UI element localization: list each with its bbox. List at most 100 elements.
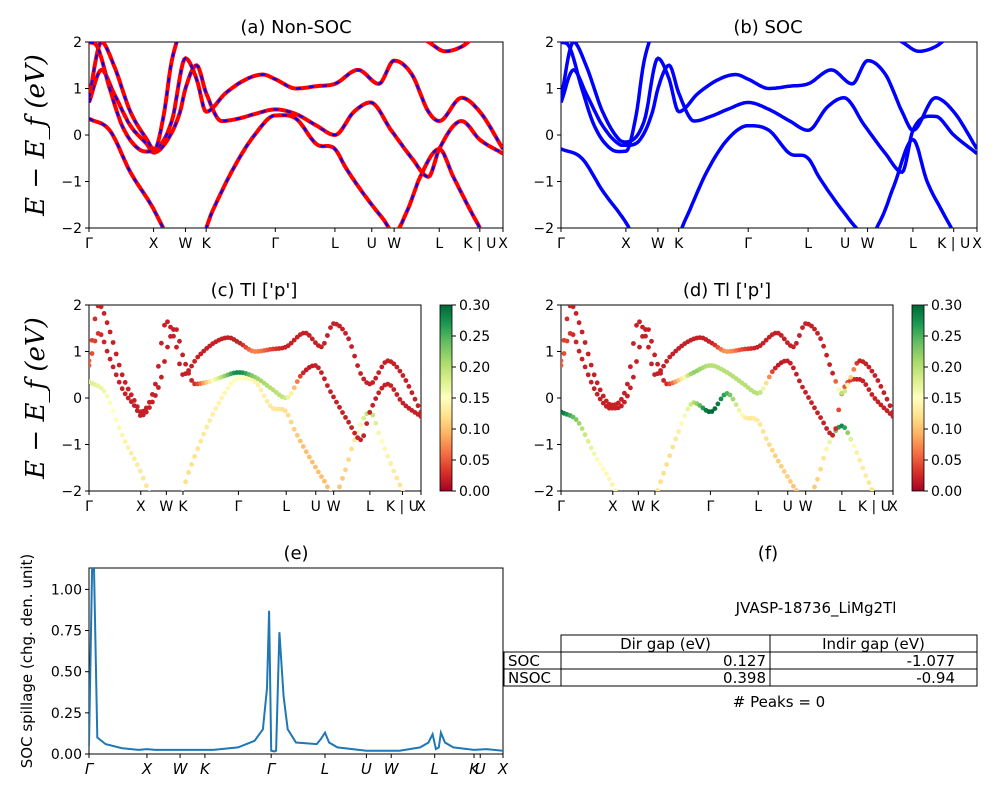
band-point xyxy=(134,462,140,468)
band-point xyxy=(186,470,192,475)
band-point xyxy=(116,379,122,385)
colorbar-tick-label: 0.00 xyxy=(931,484,962,500)
y-tick-label: 1 xyxy=(545,345,554,361)
band-point xyxy=(561,337,567,343)
x-tick-label: W xyxy=(384,760,400,778)
band-point xyxy=(162,322,167,328)
band-point xyxy=(812,326,817,332)
x-tick-label: X xyxy=(621,236,631,252)
x-tick-label: Γ xyxy=(271,236,279,252)
band-point xyxy=(582,340,588,345)
band-point xyxy=(785,340,790,346)
y-tick-label: 1 xyxy=(545,82,554,98)
band-point xyxy=(682,413,688,419)
band-point xyxy=(143,483,149,489)
band-point xyxy=(884,408,890,414)
band-point xyxy=(649,338,654,344)
band-point xyxy=(382,446,388,452)
band-point xyxy=(373,396,379,401)
band-point xyxy=(640,521,645,526)
band-point xyxy=(851,443,857,449)
band-point xyxy=(101,339,107,345)
band-line-dash xyxy=(89,42,503,151)
x-tick-label: Γ xyxy=(706,499,714,515)
band-point xyxy=(189,363,195,369)
band-line xyxy=(89,42,503,151)
panel-b-frame xyxy=(560,41,978,229)
band-point xyxy=(225,385,231,391)
band-point xyxy=(848,374,854,380)
band-point xyxy=(561,363,564,368)
band-point xyxy=(201,431,207,437)
band-point xyxy=(863,382,869,387)
band-point xyxy=(361,376,367,382)
panel-f-title: (f) xyxy=(758,543,778,564)
y-tick-label: 2 xyxy=(545,298,554,314)
band-point xyxy=(159,374,164,380)
x-tick-label: U xyxy=(361,760,372,778)
band-point xyxy=(785,474,790,479)
band-point xyxy=(733,402,739,407)
x-tick-label: L xyxy=(754,499,762,515)
colorbar xyxy=(911,304,925,492)
band-point xyxy=(98,332,104,338)
band-point xyxy=(186,368,192,373)
x-tick-label: K | U xyxy=(937,236,970,252)
band-point xyxy=(878,402,884,408)
band-point xyxy=(181,490,185,491)
band-point xyxy=(715,401,721,407)
band-point xyxy=(255,382,261,388)
band-point xyxy=(619,396,624,402)
band-point xyxy=(670,444,676,450)
band-point xyxy=(655,371,660,377)
y-tick-label: 1 xyxy=(73,345,82,361)
band-point xyxy=(156,363,161,369)
colorbar xyxy=(439,304,453,492)
band-point xyxy=(854,450,860,455)
band-point xyxy=(400,400,406,406)
band-point xyxy=(122,380,128,385)
band-point xyxy=(416,522,421,527)
band-point xyxy=(788,360,793,366)
band-point xyxy=(670,351,676,357)
colorbar-tick-label: 0.25 xyxy=(931,329,962,345)
band-point xyxy=(797,378,802,384)
band-point xyxy=(153,381,158,387)
band-point xyxy=(174,327,179,332)
band-point xyxy=(337,323,342,329)
x-tick-label: L xyxy=(838,499,846,515)
band-point xyxy=(367,410,373,415)
panel-c-points xyxy=(89,305,421,527)
band-point xyxy=(766,442,772,447)
band-point xyxy=(800,325,805,330)
band-point xyxy=(797,333,802,338)
band-point xyxy=(98,305,104,310)
band-point xyxy=(331,394,336,400)
colorbar-tick-label: 0.25 xyxy=(459,329,490,345)
band-point xyxy=(104,348,110,354)
panel-a: (a) Non-SOC E − E_f (eV) 210−1−2Γ X W K Γ L U W… xyxy=(21,17,508,252)
band-point xyxy=(619,502,624,507)
band-point xyxy=(150,392,155,397)
band-point xyxy=(373,420,379,426)
band-point xyxy=(631,341,636,346)
band-point xyxy=(561,358,564,364)
band-point xyxy=(400,489,405,491)
band-point xyxy=(391,387,397,392)
band-point xyxy=(291,337,297,343)
band-point xyxy=(579,356,585,362)
x-tick-label: K xyxy=(650,499,660,515)
band-point xyxy=(150,497,155,502)
band-point xyxy=(180,352,186,358)
panel-f: (f) JVASP-18736_LiMg2Tl # Peaks = 0 Dir … xyxy=(503,543,978,711)
band-point xyxy=(140,408,146,414)
panel-c: (c) Tl ['p'] E − E_f (eV) 210−1−2Γ X W K Γ L U… xyxy=(21,280,490,527)
band-point xyxy=(101,388,107,394)
x-tick-label: U xyxy=(840,236,850,252)
band-point xyxy=(137,468,143,474)
band-point xyxy=(818,466,823,472)
band-point xyxy=(884,396,890,402)
band-point xyxy=(134,404,140,410)
x-tick-label: X xyxy=(136,499,146,515)
band-point xyxy=(128,392,134,398)
